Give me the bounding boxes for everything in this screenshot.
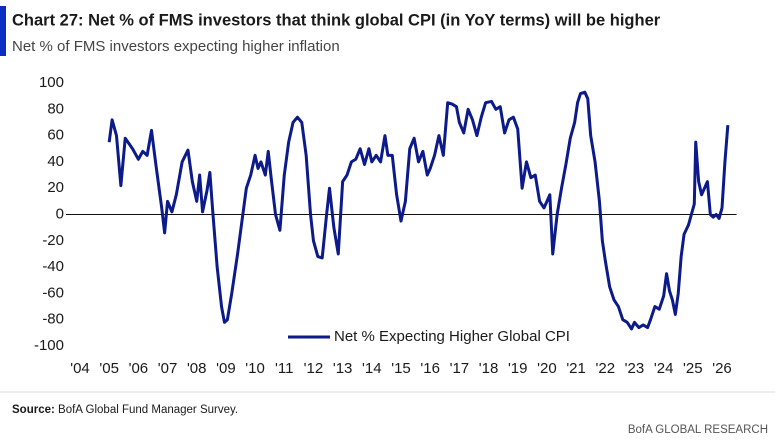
x-tick-label: '22	[595, 360, 615, 377]
x-tick-label: '24	[654, 360, 674, 377]
title-accent	[0, 6, 6, 56]
y-tick-label: -40	[42, 258, 64, 275]
x-tick-label: '19	[508, 360, 528, 377]
x-tick-label: '16	[420, 360, 440, 377]
y-tick-label: 0	[56, 205, 64, 222]
source-text: BofA Global Fund Manager Survey.	[58, 404, 238, 416]
chart-title: Chart 27: Net % of FMS investors that th…	[12, 11, 661, 29]
y-tick-label: 40	[47, 153, 64, 170]
legend-label: Net % Expecting Higher Global CPI	[334, 328, 570, 345]
y-tick-label: 20	[47, 179, 64, 196]
x-tick-label: '07	[158, 360, 178, 377]
chart-subtitle: Net % of FMS investors expecting higher …	[12, 38, 340, 55]
x-tick-label: '06	[129, 360, 149, 377]
x-tick-label: '10	[245, 360, 265, 377]
x-tick-label: '26	[712, 360, 732, 377]
x-tick-label: '15	[391, 360, 411, 377]
x-tick-label: '09	[216, 360, 236, 377]
x-tick-label: '17	[450, 360, 470, 377]
x-tick-label: '13	[333, 360, 353, 377]
x-tick-label: '08	[187, 360, 207, 377]
y-tick-label: -20	[42, 232, 64, 249]
x-tick-label: '12	[304, 360, 324, 377]
y-tick-label: 60	[47, 127, 64, 144]
y-tick-label: -60	[42, 284, 64, 301]
x-tick-label: '11	[275, 360, 293, 377]
x-tick-label: '25	[683, 360, 703, 377]
brand: BofA GLOBAL RESEARCH	[628, 424, 768, 436]
y-tick-label: -80	[42, 311, 64, 328]
x-tick-label: '20	[537, 360, 557, 377]
x-tick-label: '18	[479, 360, 499, 377]
x-tick-label: '14	[362, 360, 382, 377]
source-label: Source:	[12, 404, 55, 416]
y-tick-label: 100	[39, 74, 64, 91]
x-tick-label: '21	[566, 360, 586, 377]
x-tick-label: '04	[70, 360, 90, 377]
x-tick-label: '05	[99, 360, 119, 377]
x-tick-label: '23	[625, 360, 645, 377]
source: Source: BofA Global Fund Manager Survey.	[12, 404, 238, 416]
series-line	[107, 90, 730, 331]
y-tick-label: 80	[47, 100, 64, 117]
y-tick-label: -100	[34, 337, 64, 354]
